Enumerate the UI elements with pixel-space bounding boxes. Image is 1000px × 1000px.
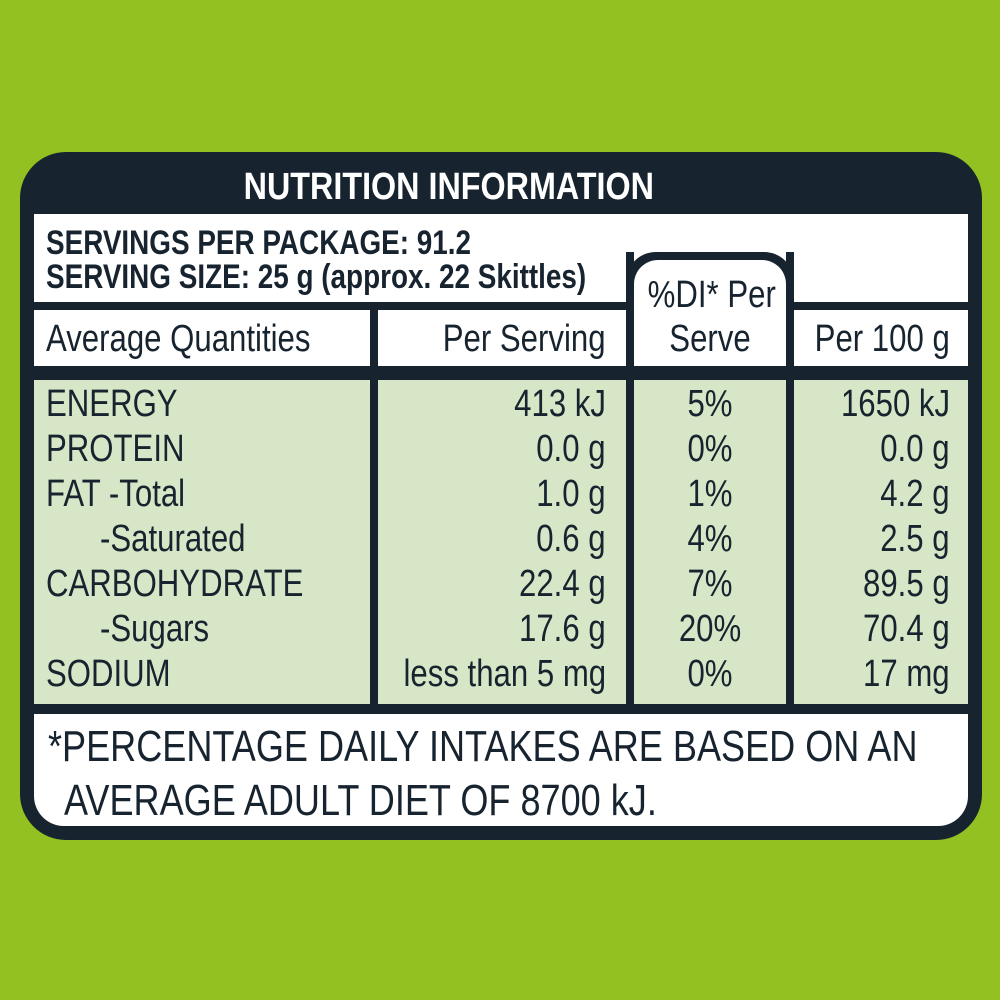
row-per-100g: 4.2 g bbox=[880, 473, 950, 515]
row-di: 7% bbox=[687, 563, 733, 605]
row-di: 0% bbox=[687, 428, 733, 470]
cells-per-100g bbox=[794, 380, 968, 704]
divider-data bbox=[34, 704, 968, 714]
panel-title: NUTRITION INFORMATION bbox=[243, 166, 654, 208]
col-header-per-serving: Per Serving bbox=[443, 318, 606, 360]
row-name: -Saturated bbox=[100, 518, 246, 560]
row-per-100g: 17 mg bbox=[863, 653, 950, 695]
di-tab bbox=[634, 260, 786, 370]
row-di: 20% bbox=[678, 608, 742, 650]
row-di: 5% bbox=[687, 383, 733, 425]
cells-di bbox=[634, 380, 786, 704]
divider-servings-right bbox=[794, 302, 968, 310]
row-per-serving: 0.0 g bbox=[536, 428, 606, 470]
row-per-100g: 70.4 g bbox=[863, 608, 950, 650]
cells-per-serving bbox=[378, 380, 626, 704]
row-di: 1% bbox=[687, 473, 733, 515]
row-per-serving: 413 kJ bbox=[514, 383, 606, 425]
col-header-di-line1: %DI* Per bbox=[647, 274, 776, 316]
row-name: PROTEIN bbox=[46, 428, 185, 470]
row-per-serving: less than 5 mg bbox=[403, 653, 606, 695]
row-name: SODIUM bbox=[46, 653, 171, 695]
row-di: 4% bbox=[687, 518, 733, 560]
row-per-100g: 1650 kJ bbox=[840, 383, 950, 425]
footnote-line1: *PERCENTAGE DAILY INTAKES ARE BASED ON A… bbox=[48, 722, 918, 771]
row-name: ENERGY bbox=[46, 383, 178, 425]
row-di: 0% bbox=[687, 653, 733, 695]
row-per-serving: 0.6 g bbox=[536, 518, 606, 560]
row-per-100g: 89.5 g bbox=[863, 563, 950, 605]
col-header-per-100g: Per 100 g bbox=[814, 318, 950, 360]
cells-quantities bbox=[34, 380, 370, 704]
footnote-line2: AVERAGE ADULT DIET OF 8700 kJ. bbox=[64, 776, 657, 825]
col-divider-1 bbox=[370, 302, 378, 710]
row-per-serving: 1.0 g bbox=[536, 473, 606, 515]
row-name: FAT -Total bbox=[46, 473, 186, 515]
row-per-100g: 2.5 g bbox=[880, 518, 950, 560]
servings-per-package: SERVINGS PER PACKAGE: 91.2 bbox=[46, 224, 472, 262]
col-divider-2 bbox=[626, 252, 634, 710]
col-divider-3 bbox=[786, 252, 794, 710]
divider-header bbox=[34, 366, 968, 380]
col-header-quantities: Average Quantities bbox=[46, 318, 311, 360]
row-name: -Sugars bbox=[100, 608, 210, 650]
col-header-di-line2: Serve bbox=[669, 318, 751, 360]
row-per-serving: 22.4 g bbox=[519, 563, 606, 605]
row-per-100g: 0.0 g bbox=[880, 428, 950, 470]
row-name: CARBOHYDRATE bbox=[46, 563, 304, 605]
divider-servings bbox=[34, 302, 626, 310]
row-per-serving: 17.6 g bbox=[519, 608, 606, 650]
serving-size: SERVING SIZE: 25 g (approx. 22 Skittles) bbox=[46, 258, 587, 296]
